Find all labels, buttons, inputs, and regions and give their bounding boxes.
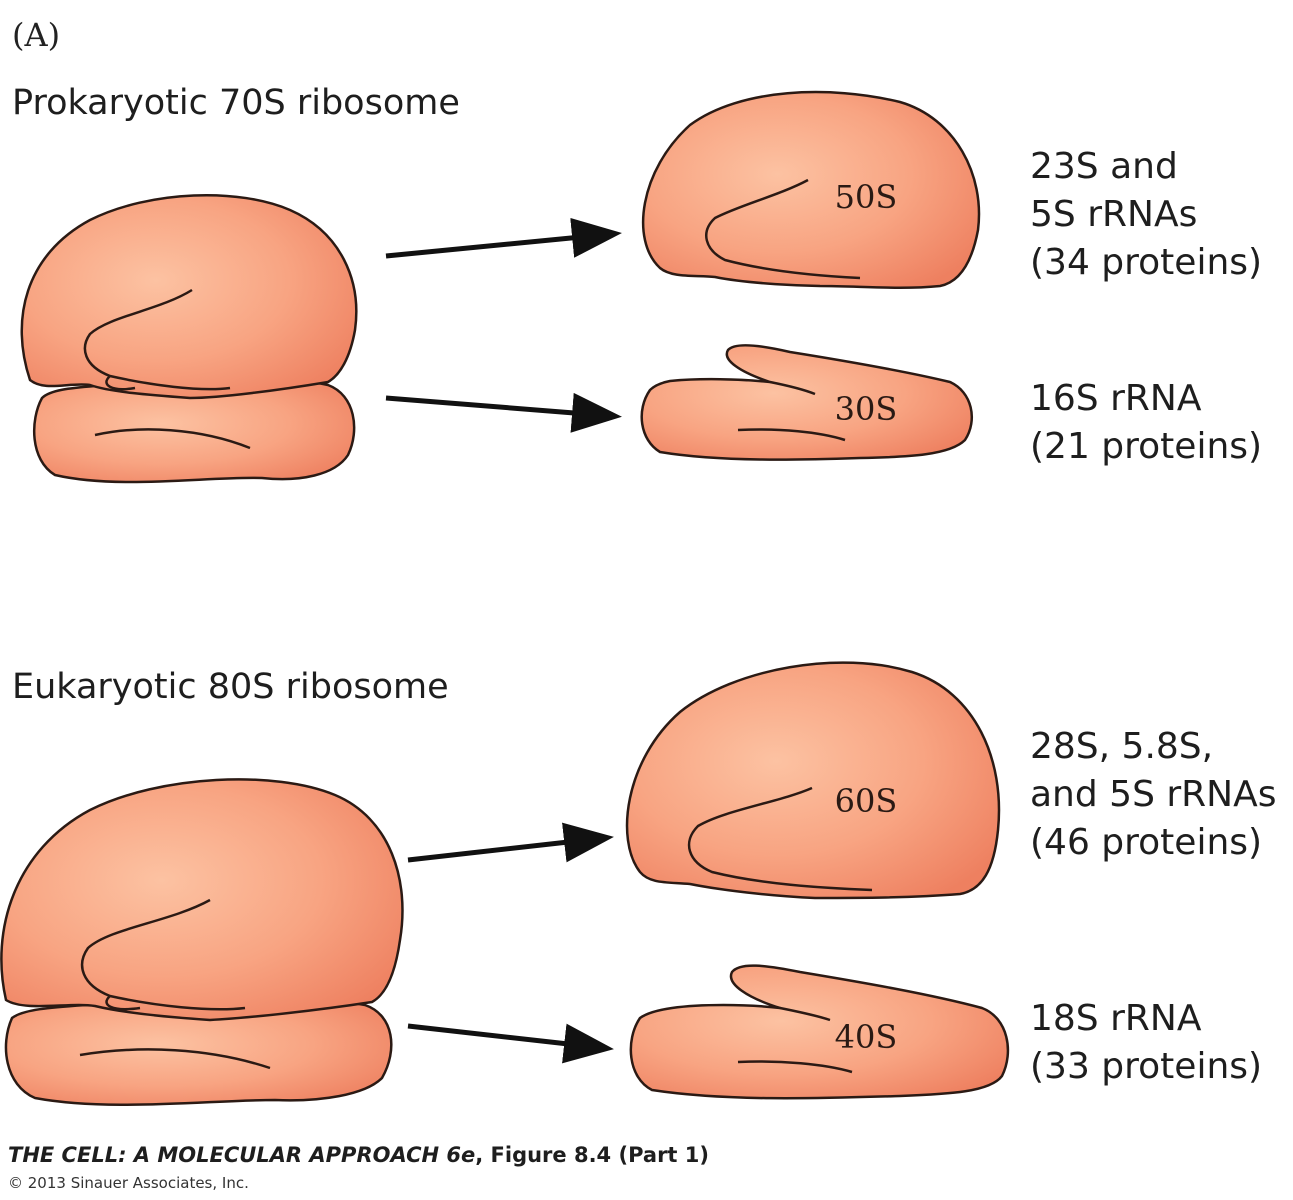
label-60s: 60S: [835, 782, 898, 820]
component-line: (33 proteins): [1030, 1046, 1262, 1087]
eukaryotic-80s-ribosome: [0, 778, 404, 1107]
arrow-to-50s: [385, 217, 622, 259]
component-line: and 5S rRNAs: [1030, 774, 1277, 815]
components-50s: 23S and 5S rRNAs (34 proteins): [1030, 146, 1262, 283]
component-line: (46 proteins): [1030, 822, 1262, 863]
components-40s: 18S rRNA (33 proteins): [1030, 998, 1262, 1087]
figure-credit: THE CELL: A MOLECULAR APPROACH 6e, Figur…: [8, 1143, 709, 1167]
credit-figure-ref: , Figure 8.4 (Part 1): [475, 1143, 709, 1167]
arrow-to-30s: [385, 392, 622, 433]
component-line: (21 proteins): [1030, 426, 1262, 467]
copyright-line: © 2013 Sinauer Associates, Inc.: [8, 1174, 249, 1192]
label-30s: 30S: [835, 390, 898, 428]
subunit-30s: [640, 343, 974, 461]
subunit-50s: [641, 90, 981, 290]
prokaryotic-heading: Prokaryotic 70S ribosome: [12, 83, 460, 123]
subunit-60s: [625, 661, 1001, 900]
panel-label: (A): [12, 16, 60, 54]
eukaryotic-heading: Eukaryotic 80S ribosome: [12, 667, 449, 707]
label-40s: 40S: [835, 1018, 898, 1056]
subunit-40s: [629, 964, 1010, 1100]
component-line: 28S, 5.8S,: [1030, 726, 1213, 767]
component-line: 18S rRNA: [1030, 998, 1202, 1039]
components-60s: 28S, 5.8S, and 5S rRNAs (46 proteins): [1030, 726, 1277, 863]
component-line: (34 proteins): [1030, 242, 1262, 283]
component-line: 23S and: [1030, 146, 1178, 187]
component-line: 5S rRNAs: [1030, 194, 1197, 235]
arrow-to-60s: [407, 822, 614, 863]
component-line: 16S rRNA: [1030, 378, 1202, 419]
components-30s: 16S rRNA (21 proteins): [1030, 378, 1262, 467]
label-50s: 50S: [835, 178, 898, 216]
arrow-to-40s: [407, 1023, 614, 1064]
credit-book-title: THE CELL: A MOLECULAR APPROACH 6e: [8, 1143, 475, 1167]
prokaryotic-70s-ribosome: [20, 194, 358, 484]
